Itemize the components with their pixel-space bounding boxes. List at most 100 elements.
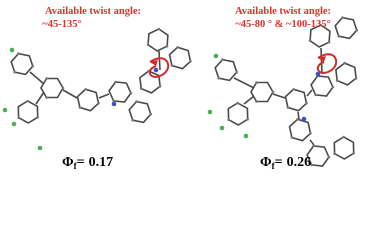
- atom: [176, 46, 179, 49]
- atom: [312, 144, 315, 148]
- ring: [335, 62, 357, 86]
- ring: [76, 88, 100, 112]
- atom: [305, 102, 308, 105]
- atom: [235, 70, 239, 74]
- arrow-head: [150, 60, 158, 66]
- atom: [112, 99, 115, 103]
- atom: [17, 116, 20, 119]
- equals: =: [275, 155, 283, 170]
- atom: [61, 86, 65, 90]
- atom: [271, 90, 275, 94]
- atom: [327, 155, 331, 159]
- ring: [17, 100, 39, 124]
- arrow-head: [318, 56, 326, 62]
- ring: [306, 145, 330, 167]
- atom: [114, 80, 117, 84]
- bond: [297, 111, 300, 120]
- atom: [236, 101, 239, 105]
- annotation-line: Available twist angle:: [45, 6, 141, 17]
- annotation-line: Available twist angle:: [235, 6, 331, 17]
- atom: [45, 77, 48, 80]
- atom: [315, 71, 321, 77]
- atom: [333, 152, 336, 155]
- atom: [146, 43, 150, 47]
- atom: [45, 96, 48, 99]
- atom: [314, 93, 317, 97]
- atom: [37, 145, 43, 151]
- atom: [227, 118, 230, 121]
- atom: [243, 133, 249, 139]
- atom: [170, 64, 174, 67]
- bond: [62, 89, 78, 99]
- atom: [97, 102, 100, 105]
- subscript: f: [272, 161, 276, 171]
- molecules: [2, 16, 359, 167]
- bond: [309, 139, 315, 146]
- atom: [84, 88, 87, 91]
- atom: [246, 118, 249, 121]
- bond: [233, 77, 255, 89]
- bond: [29, 71, 45, 85]
- atom: [13, 70, 16, 74]
- atom: [331, 85, 335, 89]
- atom: [11, 121, 17, 127]
- atom: [129, 91, 133, 95]
- atom: [26, 99, 30, 103]
- ring: [334, 16, 358, 40]
- atom: [111, 101, 117, 107]
- atom: [189, 60, 192, 63]
- atom: [36, 116, 39, 119]
- atom: [355, 28, 359, 32]
- ring: [284, 88, 308, 112]
- equals: =: [77, 155, 85, 170]
- bond: [98, 93, 110, 99]
- atom: [301, 116, 307, 122]
- atom: [286, 106, 290, 109]
- atom: [319, 23, 323, 27]
- atom: [219, 125, 225, 131]
- quantum-yield: Φf= 0.26: [260, 155, 311, 171]
- atom: [157, 27, 161, 31]
- atom: [327, 40, 331, 44]
- bond: [243, 95, 255, 105]
- figure: Available twist angle: ~45-135° Availabl…: [2, 6, 359, 171]
- atom: [342, 135, 346, 139]
- ring: [168, 46, 192, 70]
- atom: [135, 100, 138, 103]
- atom: [310, 163, 313, 167]
- atom: [308, 39, 312, 43]
- atom: [207, 109, 213, 115]
- atom: [17, 52, 20, 55]
- atom: [354, 77, 358, 80]
- atom: [217, 76, 220, 80]
- ring: [108, 81, 132, 103]
- atom: [165, 44, 169, 48]
- atom: [31, 64, 35, 68]
- quantum-yield: Φf= 0.17: [62, 155, 113, 171]
- atom: [290, 136, 294, 139]
- atom: [78, 106, 82, 109]
- atom: [213, 53, 219, 59]
- atom: [158, 85, 162, 88]
- atom: [255, 81, 258, 84]
- ring: [214, 58, 238, 82]
- subscript: f: [74, 161, 78, 171]
- atom: [335, 79, 339, 82]
- bond: [35, 91, 45, 105]
- rotation-arrow: [316, 53, 338, 74]
- ring: [40, 77, 64, 99]
- ring: [309, 24, 331, 48]
- atom: [139, 87, 143, 90]
- atom: [221, 58, 224, 61]
- atom: [131, 118, 134, 122]
- ring: [147, 28, 169, 52]
- symbol: Φ: [62, 155, 74, 170]
- atom: [337, 34, 341, 38]
- atom: [352, 152, 356, 155]
- bond: [320, 47, 323, 75]
- atom: [292, 88, 295, 91]
- bond: [306, 89, 313, 97]
- atom: [341, 16, 344, 19]
- atom: [255, 100, 258, 103]
- annotation-line: ~45-80 ° & ~100-135°: [235, 19, 330, 30]
